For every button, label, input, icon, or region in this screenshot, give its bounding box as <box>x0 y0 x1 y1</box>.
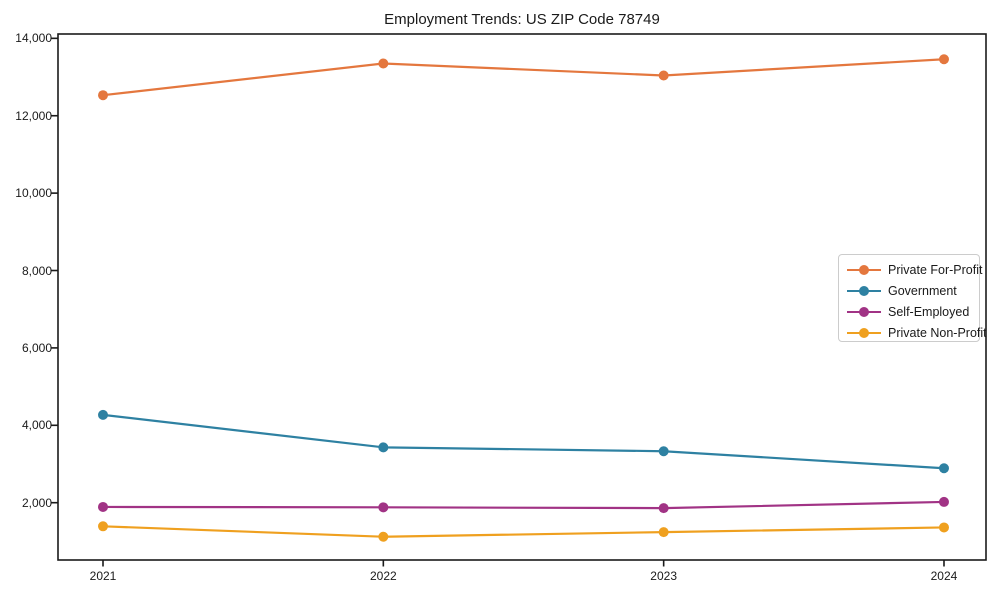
data-point-government-2021 <box>98 409 108 420</box>
legend-label: Private For-Profit <box>888 263 983 277</box>
y-axis-tick-label: 12,000 <box>15 108 52 123</box>
chart-title: Employment Trends: US ZIP Code 78749 <box>384 11 660 28</box>
data-point-private-non-profit-2021 <box>98 521 108 532</box>
y-axis-tick-label: 6,000 <box>21 340 52 355</box>
y-axis-tick-label: 10,000 <box>15 186 52 201</box>
data-point-government-2022 <box>378 442 389 453</box>
y-axis-tick-label: 8,000 <box>21 263 52 278</box>
data-point-self-employed-2023 <box>658 503 669 514</box>
legend-line-marker-icon <box>847 307 881 317</box>
plot-box <box>57 33 987 561</box>
data-point-self-employed-2021 <box>98 501 108 512</box>
y-axis-tick-label: 4,000 <box>21 418 52 433</box>
data-point-government-2024 <box>938 463 949 474</box>
y-axis-tick-label: 2,000 <box>21 495 52 510</box>
legend-item-government: Government <box>847 281 979 301</box>
data-point-self-employed-2022 <box>378 502 389 513</box>
legend-line-marker-icon <box>847 286 881 296</box>
legend: Private For-Profit Government Self-Employe… <box>838 254 987 343</box>
data-point-private-for-profit-2024 <box>938 54 949 65</box>
data-point-private-for-profit-2021 <box>98 90 108 101</box>
data-point-private-non-profit-2023 <box>658 527 669 538</box>
series-line-government <box>101 413 946 470</box>
data-point-self-employed-2024 <box>938 496 949 507</box>
legend-item-private-for-profit: Private For-Profit <box>847 260 983 280</box>
legend-label: Private Non-Profit <box>888 326 987 340</box>
data-point-private-non-profit-2024 <box>938 522 949 533</box>
legend-line-marker-icon <box>847 328 881 338</box>
legend-label: Self-Employed <box>888 305 970 319</box>
legend-line-marker-icon <box>847 265 881 275</box>
x-axis-tick-label: 2023 <box>650 569 677 583</box>
series-line-private-for-profit <box>101 58 946 97</box>
data-point-government-2023 <box>658 446 669 457</box>
series-line-private-non-profit <box>101 525 946 538</box>
data-point-private-for-profit-2022 <box>378 58 389 69</box>
legend-label: Government <box>888 284 957 298</box>
data-point-private-for-profit-2023 <box>658 70 669 81</box>
x-axis-tick-label: 2024 <box>930 569 958 583</box>
x-axis-tick-label: 2021 <box>89 569 117 583</box>
data-point-private-non-profit-2022 <box>378 531 389 542</box>
legend-item-private-non-profit: Private Non-Profit <box>847 323 987 343</box>
x-axis-tick-label: 2022 <box>369 569 397 583</box>
series-line-self-employed <box>101 500 946 510</box>
legend-item-self-employed: Self-Employed <box>847 302 979 322</box>
y-axis-tick-label: 14,000 <box>15 31 52 46</box>
